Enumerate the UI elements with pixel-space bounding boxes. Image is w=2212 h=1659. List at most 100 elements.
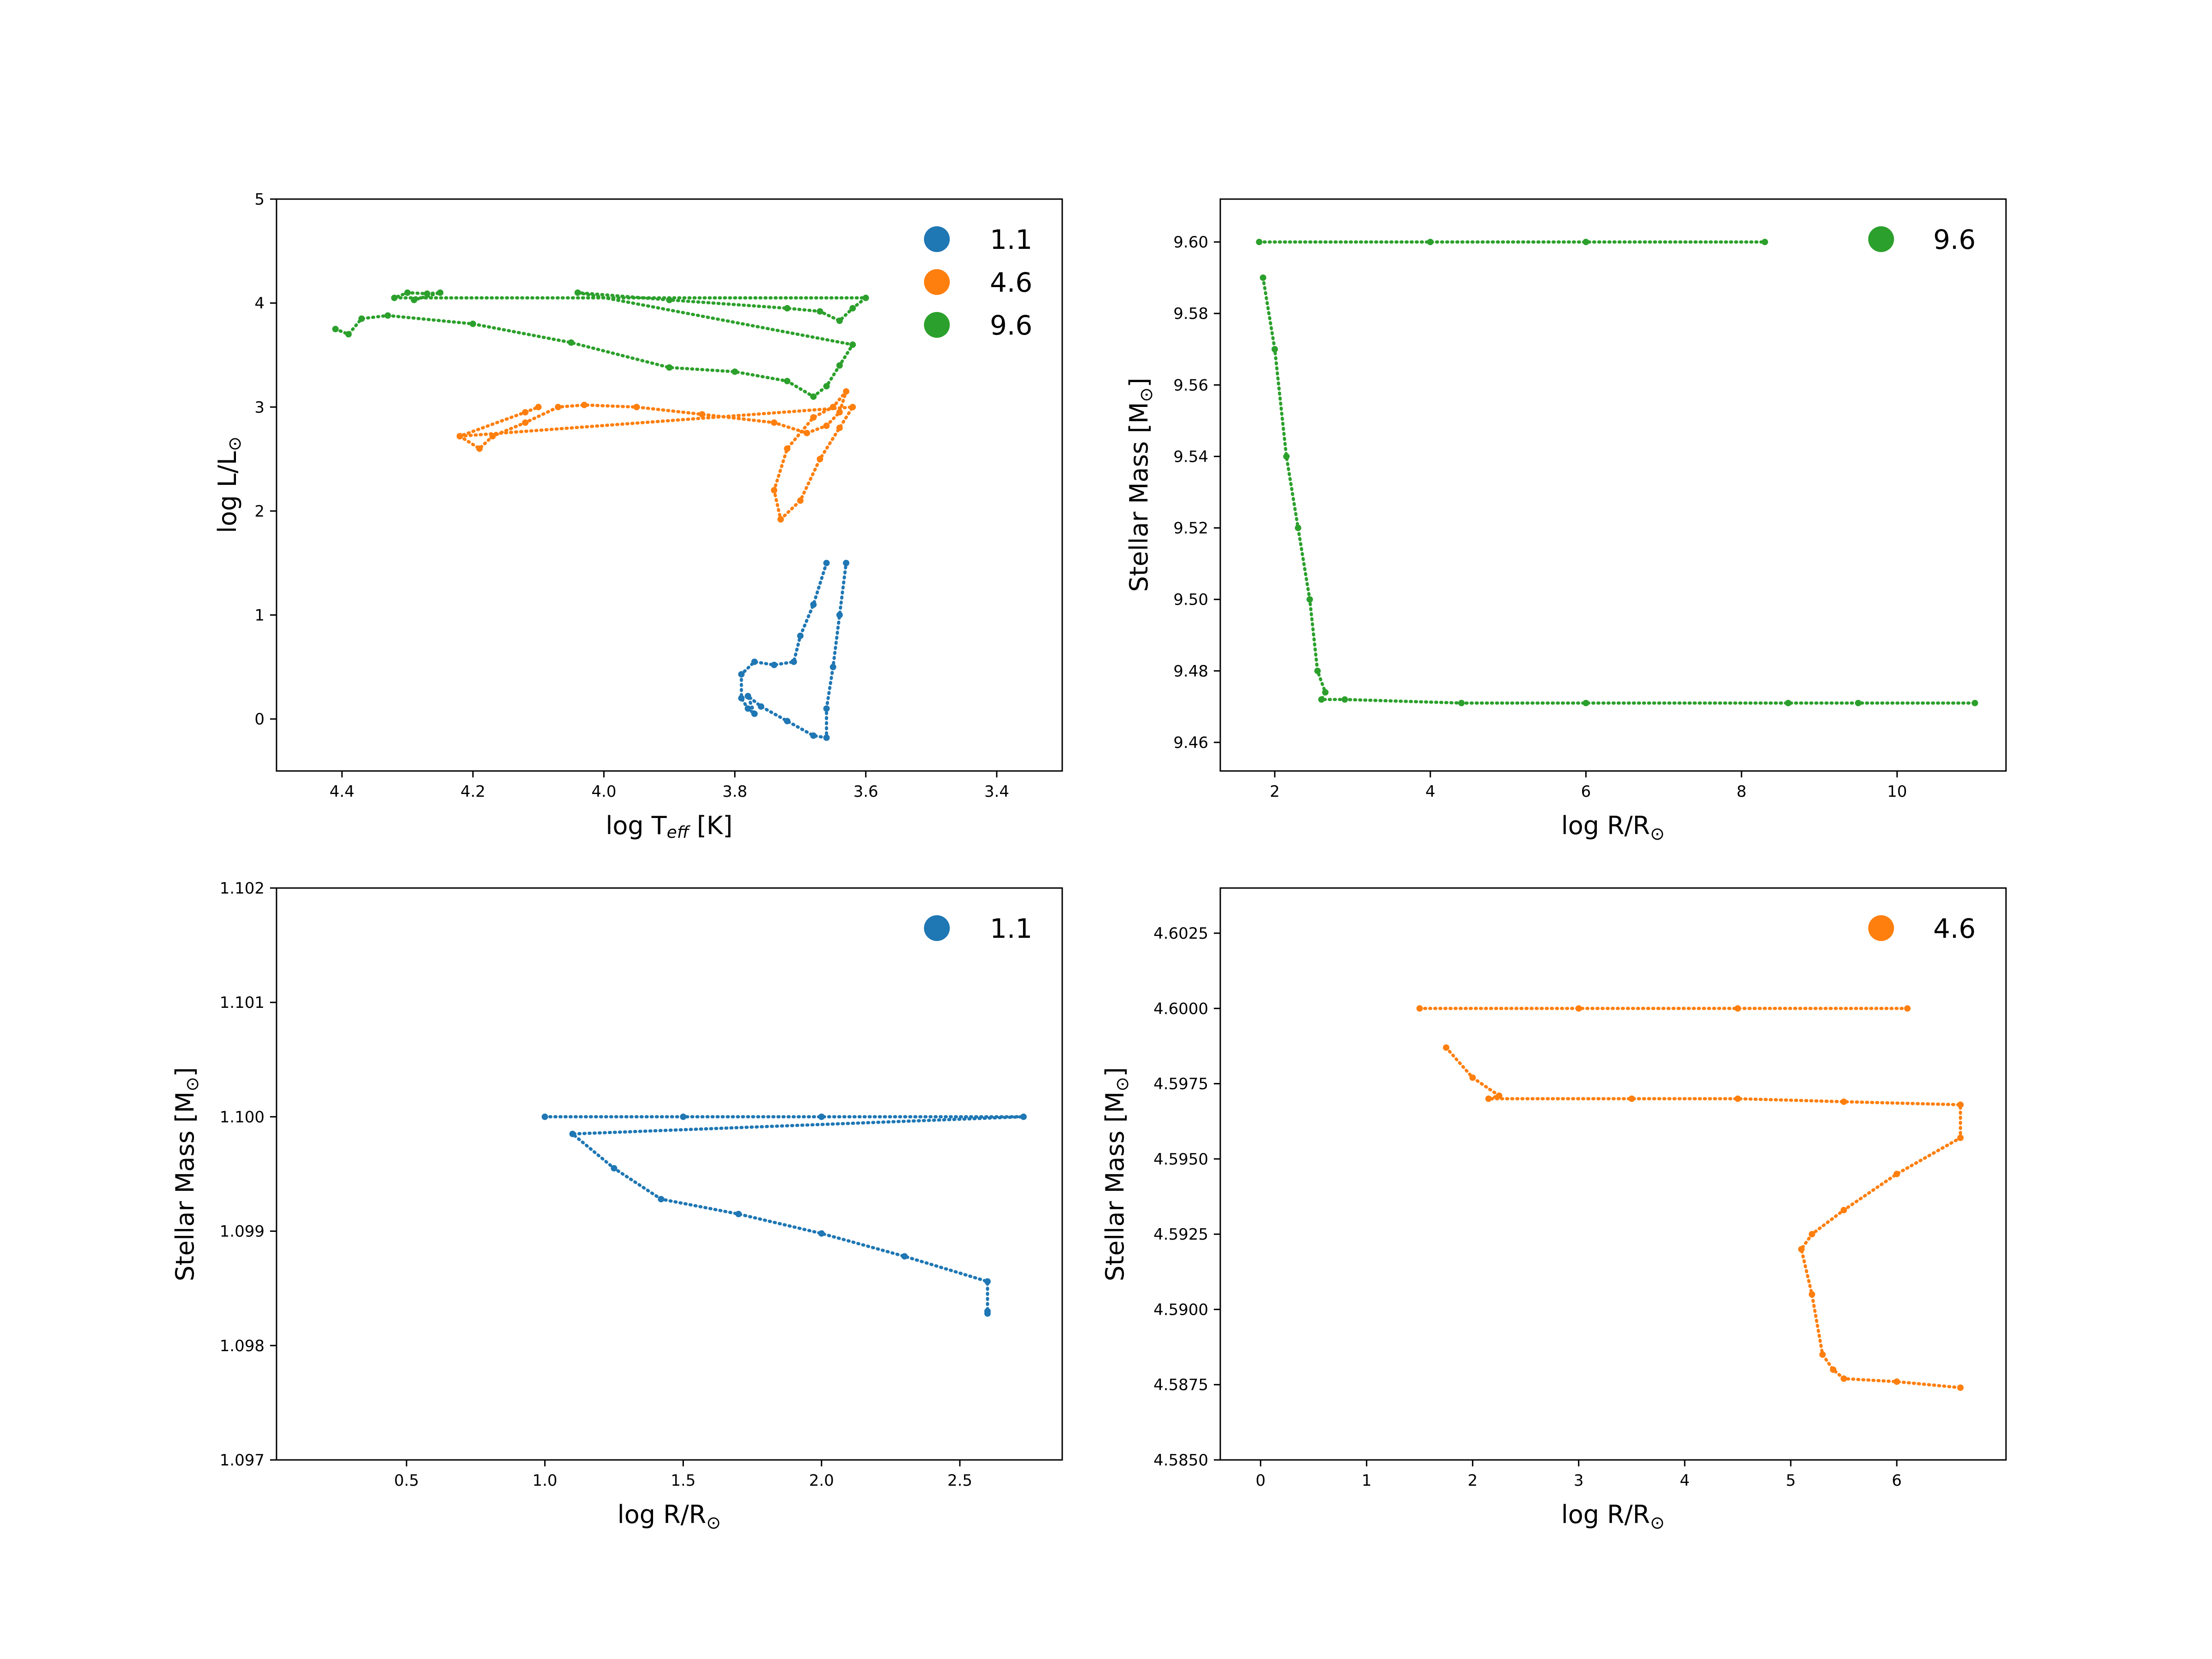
y-tick-label: 3 <box>254 398 265 417</box>
series-1-1-point <box>745 693 751 700</box>
series-9-6-point <box>1855 700 1862 706</box>
series-4-6-point <box>771 487 777 494</box>
y-tick-label: 9.50 <box>1173 591 1208 609</box>
series-9-6-point <box>1583 239 1589 246</box>
x-tick-label: 10 <box>1887 782 1907 801</box>
x-ticks: 0.5 1.0 1.5 2.0 2.5 <box>394 1460 972 1490</box>
series-9-6-point <box>424 290 430 297</box>
series-4-6-point <box>784 445 791 452</box>
x-axis-label: log Teff [K] <box>606 811 732 842</box>
series-9-6-point <box>1427 239 1434 246</box>
series-4-6-point <box>1469 1074 1476 1081</box>
series-1-1-point <box>984 1278 991 1285</box>
series-1-1-point <box>569 1130 576 1137</box>
series-9-6-point <box>1322 689 1329 696</box>
series-1-1-point <box>830 664 836 671</box>
series-9-6-point <box>1458 700 1465 706</box>
series-9-6-point <box>784 305 791 312</box>
series-9-6-point <box>1341 696 1348 703</box>
series-9-6-point <box>1256 239 1263 246</box>
series-1-1-point <box>751 710 758 717</box>
series-4-6-point <box>489 433 496 440</box>
x-tick-label: 1 <box>1362 1471 1372 1490</box>
series-4-6-point <box>1443 1044 1450 1051</box>
series-1-1-point <box>680 1113 687 1120</box>
x-tick-label: 4.4 <box>329 782 354 801</box>
x-axis-label: log R/R⊙ <box>1561 811 1665 844</box>
x-ticks: 2 4 6 8 10 <box>1270 771 1907 801</box>
series-1-1-point <box>784 718 791 724</box>
y-tick-label: 4.5950 <box>1153 1150 1208 1169</box>
x-tick-label: 2 <box>1270 782 1280 801</box>
series-9-6-point <box>1314 667 1321 674</box>
y-tick-label: 4.5850 <box>1153 1451 1208 1470</box>
x-tick-label: 2 <box>1468 1471 1478 1490</box>
series-4-6-point <box>836 409 843 416</box>
legend: 4.6 <box>1868 913 1976 944</box>
series-1-1-point <box>745 705 751 712</box>
series-4-6-point <box>535 404 542 411</box>
series-4-6-point <box>1808 1231 1815 1238</box>
y-tick-label: 1.101 <box>220 994 265 1012</box>
series-4-6-point <box>777 516 784 523</box>
series-4-6-point <box>817 456 824 463</box>
series-4-6-point <box>810 414 817 421</box>
series-1-1-point <box>836 612 843 618</box>
x-tick-label: 8 <box>1736 782 1747 801</box>
series-4-6-point <box>555 404 561 411</box>
legend-marker-4-6 <box>1868 915 1894 941</box>
series-4-6-point <box>1416 1005 1423 1012</box>
legend-label-9-6: 9.6 <box>990 310 1032 341</box>
legend: 1.1 4.6 9.6 <box>924 224 1032 341</box>
y-tick-label: 2 <box>254 502 265 521</box>
y-tick-label: 1 <box>254 606 265 625</box>
series-4-6-point <box>1808 1291 1815 1298</box>
series-1-1-point <box>818 1113 825 1120</box>
x-tick-label: 6 <box>1892 1471 1902 1490</box>
series-9-6-point <box>1283 453 1290 460</box>
y-tick-label: 0 <box>254 710 265 729</box>
series-4-6-point <box>1485 1095 1492 1102</box>
legend-marker-1-1 <box>924 226 950 252</box>
legend-label-9-6: 9.6 <box>1933 224 1976 255</box>
series-1-1-point <box>810 601 817 608</box>
y-tick-label: 1.100 <box>220 1108 265 1126</box>
series-1-1-point <box>823 559 830 566</box>
series-4-6-point <box>803 429 810 436</box>
data-points <box>541 1113 1027 1317</box>
y-ticks: 4.5850 4.5875 4.5900 4.5925 4.5950 4.5975 4.60… <box>1153 924 1220 1470</box>
series-4-6-point <box>1894 1171 1900 1177</box>
y-tick-label: 9.52 <box>1173 519 1208 538</box>
legend-marker-9-6 <box>924 312 950 338</box>
x-tick-label: 6 <box>1581 782 1591 801</box>
legend: 1.1 <box>924 913 1032 944</box>
series-4-6-point <box>836 424 843 431</box>
series-9-6-point <box>823 383 830 390</box>
series-1-1-point <box>758 703 765 710</box>
series-9-6-point <box>666 364 673 371</box>
series-4-6-point <box>1841 1375 1847 1382</box>
series-9-6-point <box>470 320 477 327</box>
y-axis-label: Stellar Mass [M⊙] <box>171 1067 202 1282</box>
series-4-6-point <box>771 419 777 426</box>
series-9-6-point <box>391 294 398 301</box>
series-4-6-point <box>633 404 640 411</box>
plot-frame <box>1219 887 2007 1461</box>
series-9-6-point <box>1306 596 1313 603</box>
series-1-1-point <box>790 659 797 665</box>
y-tick-label: 9.54 <box>1173 447 1208 466</box>
data-points <box>332 289 869 741</box>
series-9-6-point <box>574 289 581 296</box>
x-tick-label: 4.0 <box>591 782 616 801</box>
series-4-6-point <box>1819 1351 1826 1358</box>
series-1-1-point <box>901 1253 908 1260</box>
series-1-1-point <box>751 659 758 665</box>
series-1-1-point <box>611 1165 618 1172</box>
legend-label-1-1: 1.1 <box>990 224 1032 255</box>
x-tick-label: 5 <box>1786 1471 1796 1490</box>
series-1-1-point <box>735 1211 742 1218</box>
y-tick-label: 4.5975 <box>1153 1075 1208 1094</box>
data-points <box>1416 1005 1964 1391</box>
y-axis-label: log L/L⊙ <box>213 436 245 533</box>
